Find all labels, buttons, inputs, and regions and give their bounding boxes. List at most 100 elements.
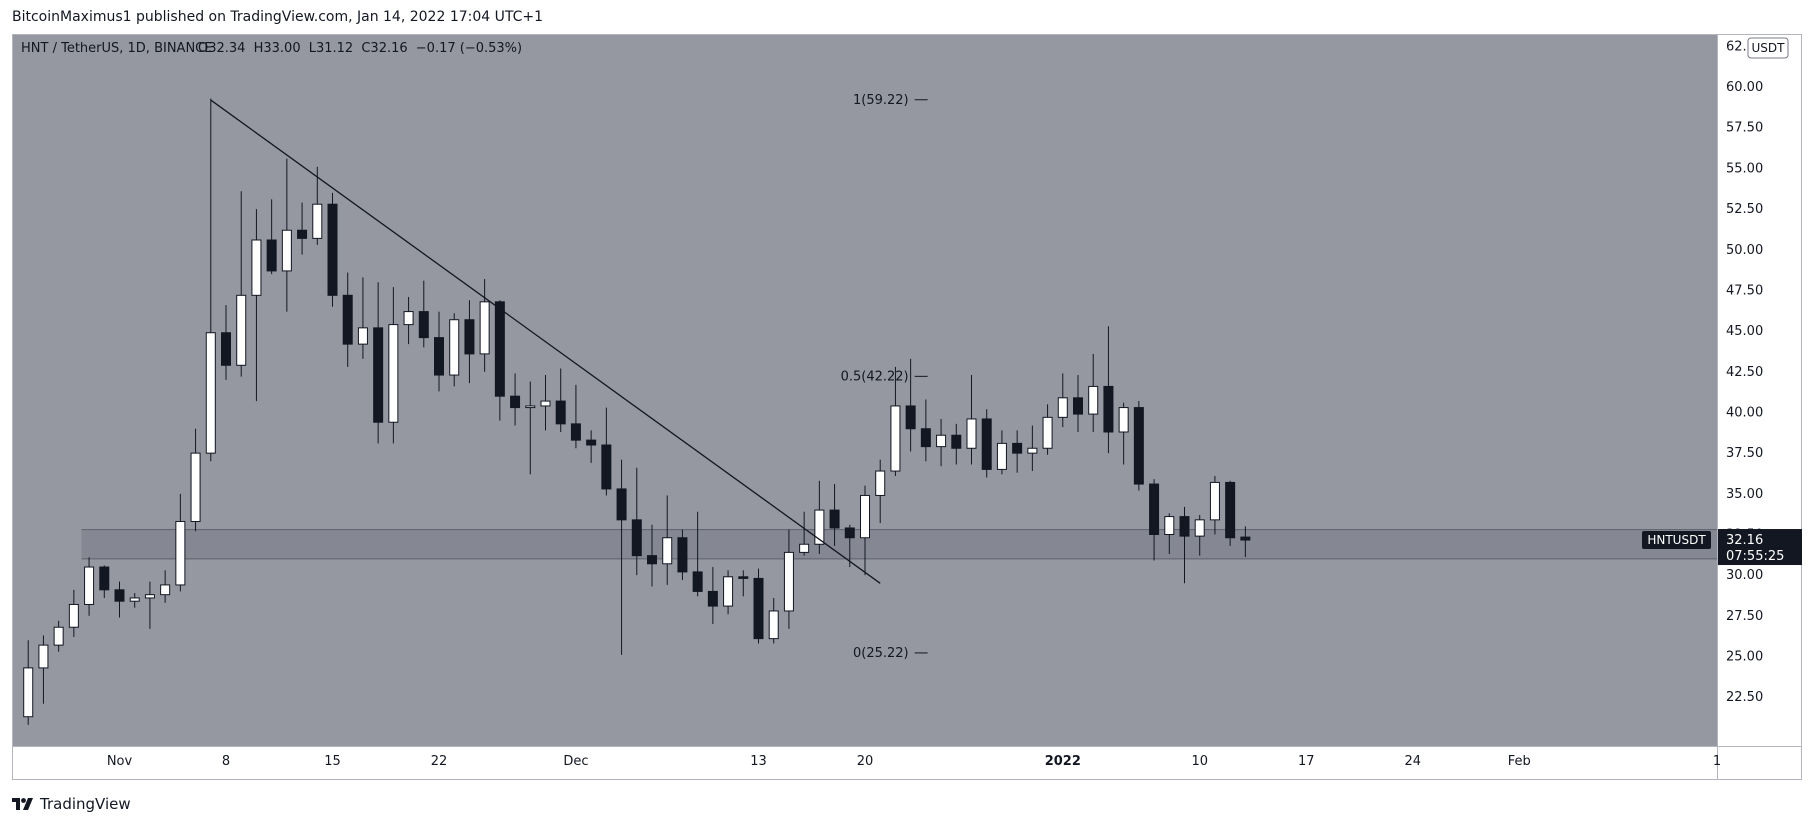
candle-body-41 [647,555,657,565]
candle-body-11 [190,452,201,522]
candle-body-54 [844,527,855,539]
high-value: 33.00 [263,41,300,56]
high-label: H [254,41,264,56]
legend: HNT / TetherUS, 1D, BINANCE O32.34 H33.0… [21,41,522,56]
y-tick-label-5: 35.00 [1726,487,1763,502]
x-tick-label-3: 22 [431,754,448,769]
candle-body-66 [1027,447,1038,454]
fib-label-2: 0(25.22) [853,646,909,661]
ohlc-readout: O32.34 H33.00 L31.12 C32.16 −0.17 (−0.53… [198,41,522,56]
candle-body-32 [510,395,521,409]
candle-body-70 [1088,385,1099,415]
change-value: −0.17 (−0.53%) [416,41,522,56]
x-tick-label-0: Nov [107,754,133,769]
candle-body-10 [175,520,186,586]
candle-body-27 [434,337,444,376]
candle-body-42 [662,537,673,565]
close-value: 32.16 [370,41,407,56]
candle-body-61 [951,434,962,449]
publisher-line: BitcoinMaximus1 published on TradingView… [12,9,544,25]
candle-body-2 [53,626,64,646]
candle-body-15 [251,239,262,296]
candle-body-52 [814,509,825,545]
candle-body-60 [936,434,947,448]
y-tick-label-15: 60.00 [1726,80,1763,95]
candle-body-53 [829,509,840,529]
price-axis[interactable]: 22.5025.0027.5030.0032.5035.0037.5040.00… [1726,39,1763,705]
candle-body-45 [707,590,718,607]
low-label: L [309,41,317,56]
candle-body-76 [1179,516,1190,537]
last-price-value: 32.16 [1726,533,1763,548]
candle-body-63 [981,418,992,470]
close-label: C [361,41,370,56]
currency-badge[interactable]: USDT [1747,37,1789,59]
candle-body-14 [236,294,247,366]
time-axis[interactable]: Nov 8 15 22 Dec 13 20 2022 10 17 24 Feb 1 [107,754,1721,769]
candle-body-21 [342,294,353,345]
candle-body-34 [540,400,551,407]
open-label: O [198,41,208,56]
candles-layer [23,98,1251,725]
x-tick-label-9: 17 [1298,754,1315,769]
fib-layer: 1(59.22) 0.5(42.22) 0(25.22) [841,93,928,661]
candle-body-20 [327,203,338,296]
candlestick-chart[interactable]: 1(59.22) 0.5(42.22) 0(25.22) HNT / TetherU… [12,34,1802,780]
y-tick-label-14: 57.50 [1726,121,1763,136]
x-tick-label-10: 24 [1404,754,1421,769]
candle-body-69 [1073,397,1083,415]
descending-trendline [210,99,881,584]
y-tick-label-1: 25.00 [1726,650,1763,665]
fib-label-0: 1(59.22) [853,93,909,108]
candle-body-31 [494,301,505,397]
candle-body-59 [920,428,931,448]
candle-body-12 [205,332,216,454]
fib-label-1: 0.5(42.22) [841,369,909,384]
y-tick-label-12: 52.50 [1726,202,1763,217]
candle-body-51 [799,543,810,553]
candle-body-72 [1118,407,1129,433]
symbol-label-bg [1642,531,1711,550]
candle-body-24 [388,324,399,423]
y-tick-label-3: 30.00 [1726,568,1763,583]
y-tick-label-7: 40.00 [1726,405,1763,420]
x-tick-label-2: 15 [324,754,341,769]
chart-title: HNT / TetherUS, 1D, BINANCE [21,41,212,56]
candle-body-22 [357,327,368,345]
candle-body-49 [768,610,779,640]
x-tick-label-4: Dec [563,754,588,769]
plot-background [13,35,1717,746]
candle-body-33 [525,405,536,409]
y-tick-label-2: 27.50 [1726,609,1763,624]
candle-body-8 [144,594,155,599]
x-tick-label-5: 13 [750,754,767,769]
candle-body-25 [403,311,414,326]
candle-body-23 [373,327,384,423]
last-price-label-bg [1718,529,1802,566]
candle-body-16 [266,239,277,272]
y-tick-label-11: 50.00 [1726,243,1763,258]
y-tick-label-8: 42.50 [1726,365,1763,380]
bar-countdown: 07:55:25 [1726,549,1784,564]
candle-body-37 [586,439,597,446]
y-tick-label-6: 37.50 [1726,446,1763,461]
x-tick-label-11: Feb [1508,754,1531,769]
candle-body-55 [860,494,870,539]
candle-body-39 [616,488,627,521]
x-tick-label-6: 20 [857,754,874,769]
x-tick-label-1: 8 [222,754,230,769]
x-tick-label-12: 1 [1713,754,1721,769]
currency-label: USDT [1752,41,1786,55]
candle-body-46 [723,576,734,607]
footer: TradingView [12,793,131,815]
candle-body-75 [1164,516,1175,535]
support-zone-layer [81,529,1718,560]
candle-body-36 [570,423,581,441]
candle-body-35 [555,400,566,425]
candle-body-73 [1133,407,1144,485]
low-value: 31.12 [316,41,353,56]
candle-body-0 [23,667,34,718]
candle-body-1 [38,644,49,669]
candle-body-78 [1209,481,1220,521]
